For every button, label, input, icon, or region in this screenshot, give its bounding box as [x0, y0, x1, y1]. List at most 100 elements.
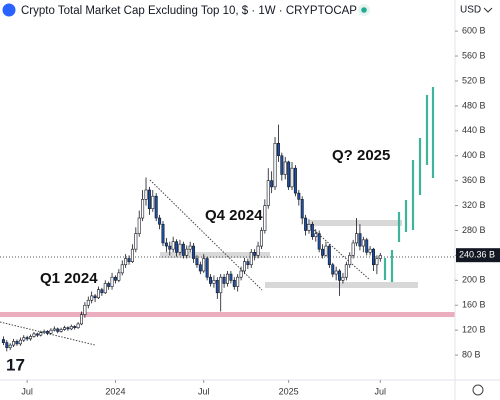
currency[interactable]: USD — [460, 5, 481, 16]
projection — [383, 87, 435, 282]
annotation: Q? 2025 — [332, 147, 390, 164]
candle-body — [127, 258, 131, 262]
x-tick-label: Jul — [198, 386, 210, 396]
x-tick-label: 2025 — [279, 386, 299, 396]
y-tick-label: 200 B — [462, 275, 486, 285]
candle-body — [161, 223, 165, 244]
candle-body — [83, 304, 87, 315]
candle-body — [96, 289, 100, 299]
candle-body — [283, 161, 287, 175]
candle-body — [15, 341, 19, 345]
candle-body — [141, 199, 145, 219]
status-dot[interactable] — [361, 7, 367, 13]
candle-body — [5, 342, 9, 348]
candle-body — [327, 245, 331, 266]
zone — [310, 220, 402, 226]
candle-body — [331, 264, 335, 275]
candle-body — [348, 255, 352, 266]
candle-body — [236, 276, 240, 287]
candle-body — [39, 332, 43, 336]
candle-body — [355, 233, 359, 244]
candle-body — [154, 195, 158, 219]
candle-body — [124, 258, 128, 266]
candle-body — [375, 258, 379, 266]
dropdown-icon[interactable] — [483, 7, 493, 13]
candle-body — [314, 233, 318, 238]
candle-body — [8, 344, 12, 348]
candle-body — [304, 217, 308, 231]
candle-body — [239, 270, 243, 278]
candle-body — [270, 180, 274, 188]
candle-body — [107, 283, 111, 287]
candle-body — [334, 270, 338, 275]
candle-body — [151, 195, 155, 209]
candle-body — [69, 326, 73, 330]
candle-body — [46, 331, 50, 334]
candle-body — [86, 299, 90, 306]
candle-body — [317, 233, 321, 250]
candle-body — [256, 245, 260, 256]
y-tick-label: 520 B — [462, 75, 486, 85]
candle-body — [52, 328, 56, 331]
zone — [160, 252, 270, 258]
candle-body — [73, 326, 77, 328]
candle-body — [209, 276, 213, 284]
candle-body — [297, 192, 301, 200]
candle-body — [361, 239, 365, 247]
candle-body — [80, 314, 83, 325]
y-tick-label: 80 B — [462, 349, 481, 359]
y-tick-label: 280 B — [462, 225, 486, 235]
plot-area — [0, 87, 455, 352]
candle-body — [12, 341, 16, 346]
candle-body — [253, 251, 257, 256]
candle-body — [188, 245, 192, 250]
candle-body — [76, 323, 80, 328]
candle-body — [212, 280, 216, 284]
candle-body — [18, 339, 22, 345]
candle-body — [93, 295, 97, 299]
candle-body — [130, 248, 134, 262]
candle-body — [56, 328, 60, 332]
y-tick-label: 400 B — [462, 150, 486, 160]
candle-body — [59, 329, 63, 332]
candle-body — [344, 264, 348, 278]
candle-body — [178, 243, 182, 253]
zone — [265, 282, 418, 288]
annotation: Q1 2024 — [40, 270, 98, 287]
candle-body — [324, 245, 328, 256]
logo[interactable]: 17 — [6, 355, 25, 374]
candle-body — [266, 180, 270, 206]
last-price-box — [456, 248, 500, 263]
candle-body — [341, 276, 345, 281]
candle-body — [246, 261, 250, 266]
candle-body — [63, 327, 67, 330]
candle-body — [300, 199, 304, 219]
x-tick-label: 2024 — [105, 386, 125, 396]
y-tick-label: 600 B — [462, 26, 486, 36]
candle-body — [222, 276, 226, 284]
candle-body — [321, 248, 325, 256]
settings-icon[interactable] — [472, 384, 484, 396]
candle-body — [198, 264, 202, 272]
candle-body — [378, 255, 382, 259]
last-price-label: 240.36 B — [459, 250, 495, 260]
candle-body — [113, 276, 117, 281]
candle-body — [181, 243, 185, 256]
support-band — [0, 312, 455, 317]
candle-body — [215, 280, 219, 294]
candle-body — [293, 167, 297, 194]
candle-body — [185, 248, 189, 256]
candle-body — [134, 233, 138, 250]
candle-body — [1, 339, 5, 343]
symbol-icon — [2, 3, 16, 17]
candle-body — [368, 248, 372, 253]
candle-body — [110, 276, 114, 287]
candle-body — [242, 261, 246, 272]
candle-body — [226, 273, 229, 284]
candle-body — [49, 329, 53, 334]
candle-body — [232, 280, 236, 287]
candle-body — [42, 331, 46, 333]
candle-body — [90, 295, 94, 301]
candle-body — [117, 272, 121, 281]
y-tick-label: 440 B — [462, 125, 486, 135]
